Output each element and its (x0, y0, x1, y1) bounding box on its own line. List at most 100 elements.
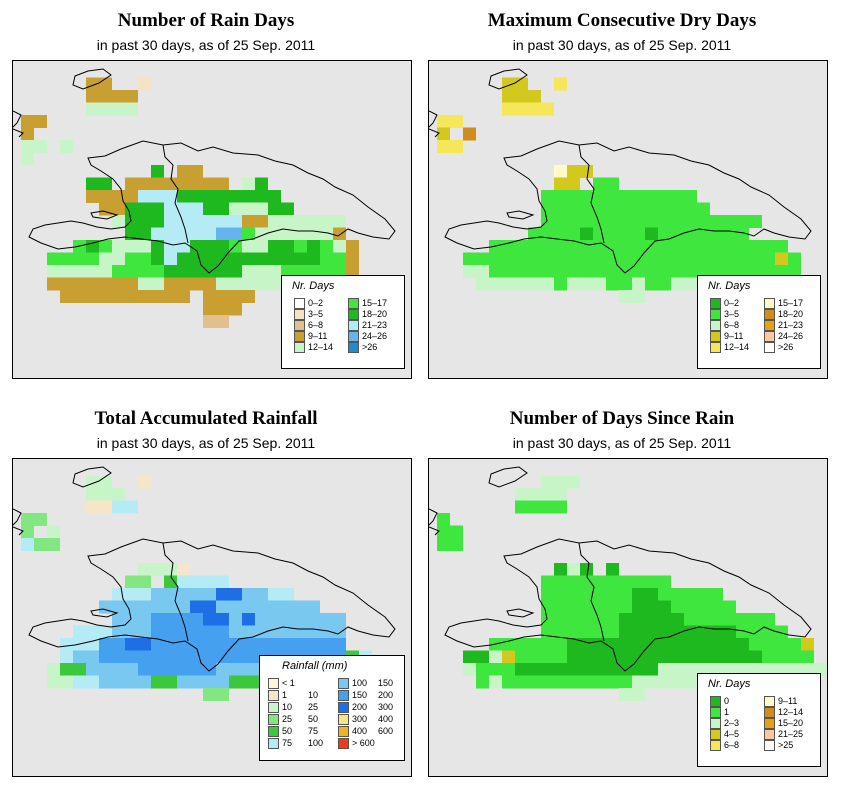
grid-cell (684, 240, 697, 253)
grid-cell (333, 638, 346, 651)
grid-cell (86, 102, 99, 116)
grid-cell (541, 600, 554, 614)
grid-cell (112, 215, 125, 228)
grid-cell (229, 302, 242, 316)
grid-cell (216, 190, 229, 203)
grid-cell (684, 277, 697, 291)
grid-cell (736, 638, 749, 651)
grid-cell (593, 265, 606, 278)
grid-cell (515, 675, 528, 689)
grid-cell (86, 290, 99, 303)
grid-cell (463, 252, 476, 266)
grid-cell (125, 215, 138, 228)
legend-swatch (268, 714, 279, 725)
grid-cell (567, 588, 580, 601)
legend-label: 1 (282, 690, 288, 700)
grid-cell (112, 240, 125, 253)
grid-cell (125, 252, 138, 266)
grid-cell (632, 600, 645, 614)
legend-label-upper: 150 (378, 678, 394, 688)
grid-cell (47, 675, 60, 689)
grid-cell (307, 625, 320, 639)
grid-cell (710, 227, 723, 241)
grid-cell (619, 277, 632, 291)
grid-cell (190, 663, 203, 676)
grid-cell (203, 277, 216, 291)
grid-cell (229, 215, 242, 228)
grid-cell (697, 215, 710, 228)
grid-cell (450, 140, 463, 153)
grid-cell (177, 190, 190, 203)
grid-cell (749, 625, 762, 639)
grid-cell (242, 265, 255, 278)
grid-cell (86, 638, 99, 651)
grid-cell (112, 675, 125, 689)
grid-cell (125, 588, 138, 601)
grid-cell (489, 650, 502, 664)
grid-cell (177, 227, 190, 241)
grid-cell (21, 140, 34, 153)
legend-swatch (338, 714, 349, 725)
grid-cell (99, 638, 112, 651)
grid-cell (125, 265, 138, 278)
grid-cell (151, 227, 164, 241)
grid-cell (645, 650, 658, 664)
grid-cell (164, 563, 177, 576)
grid-cell (684, 638, 697, 651)
panel-rain-days: Number of Rain Days in past 30 days, as … (0, 0, 412, 392)
grid-cell (723, 240, 736, 253)
grid-cell (281, 252, 294, 266)
grid-cell (554, 613, 567, 626)
grid-cell (112, 202, 125, 216)
border-line (578, 144, 605, 244)
grid-cell (528, 102, 541, 116)
grid-cell (242, 202, 255, 216)
grid-cell (645, 588, 658, 601)
grid-cell (619, 202, 632, 216)
grid-cell (684, 190, 697, 203)
legend-label: 18–20 (362, 309, 388, 319)
grid-cell (333, 227, 346, 241)
grid-cell (47, 265, 60, 278)
grid-cell (190, 190, 203, 203)
grid-cell (190, 675, 203, 689)
legend-label: 12–14 (778, 707, 804, 717)
grid-cell (437, 127, 450, 141)
grid-cell (632, 688, 645, 701)
grid-cell (190, 588, 203, 601)
grid-cell (177, 202, 190, 216)
grid-cell (515, 240, 528, 253)
grid-cell (554, 190, 567, 203)
grid-cell (658, 663, 671, 676)
grid-cell (216, 265, 229, 278)
grid-cell (710, 663, 723, 676)
grid-cell (762, 240, 775, 253)
grid-cell (606, 190, 619, 203)
grid-cell (736, 227, 749, 241)
grid-cell (801, 650, 814, 664)
grid-cell (450, 525, 463, 539)
grid-cell (658, 190, 671, 203)
grid-cell (242, 600, 255, 614)
grid-cell (463, 265, 476, 278)
grid-cell (125, 575, 138, 589)
grid-cell (164, 227, 177, 241)
grid-cell (60, 650, 73, 664)
legend-label: 24–26 (778, 331, 804, 341)
grid-cell (775, 663, 788, 676)
map-grid (429, 466, 827, 701)
grid-cell (112, 290, 125, 303)
grid-cell (242, 277, 255, 291)
grid-cell (60, 252, 73, 266)
grid-cell (138, 613, 151, 626)
grid-cell (229, 625, 242, 639)
grid-cell (138, 227, 151, 241)
legend-title: Nr. Days (292, 280, 335, 292)
grid-cell (515, 638, 528, 651)
map-legend: Nr. Days 0–2 3–5 6–8 9–11 12–14 15–17 18–20 21–… (281, 275, 405, 369)
grid-cell (580, 588, 593, 601)
grid-cell (333, 613, 346, 626)
grid-cell (151, 215, 164, 228)
grid-cell (723, 215, 736, 228)
grid-cell (606, 638, 619, 651)
